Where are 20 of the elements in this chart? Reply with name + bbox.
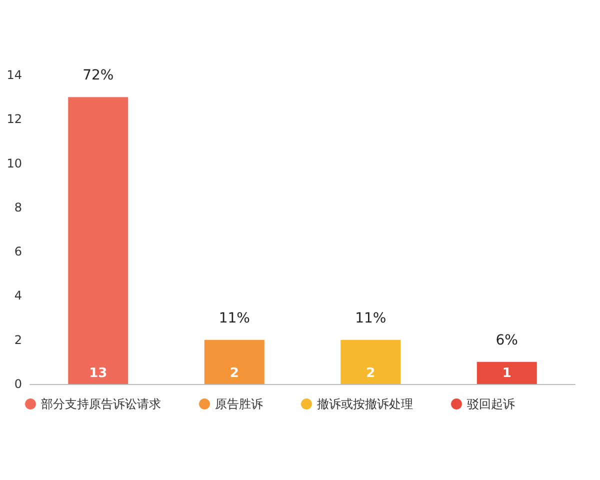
- data-label: 2: [230, 366, 239, 381]
- y-tick-label: 6: [14, 244, 22, 259]
- data-label: 2: [366, 366, 376, 381]
- data-label: 1: [502, 366, 512, 381]
- y-tick-label: 2: [14, 332, 22, 347]
- annotation: 72%: [82, 68, 114, 84]
- y-tick-label: 10: [6, 156, 22, 170]
- annotation: 11%: [355, 310, 386, 326]
- y-tick-label: 4: [14, 288, 22, 303]
- y-tick-label: 8: [14, 200, 22, 214]
- legend-label: 撤诉或按撤诉处理: [317, 397, 413, 411]
- y-tick-label: 12: [6, 112, 22, 126]
- data-label: 13: [89, 366, 108, 381]
- y-tick-label: 0: [14, 377, 22, 391]
- legend-label: 驳回起诉: [467, 397, 515, 411]
- legend-label: 原告胜诉: [215, 397, 263, 411]
- y-tick-label: 14: [6, 68, 22, 82]
- legend-label: 部分支持原告诉讼请求: [41, 397, 161, 411]
- annotation: 11%: [218, 310, 250, 326]
- annotation: 6%: [496, 332, 518, 348]
